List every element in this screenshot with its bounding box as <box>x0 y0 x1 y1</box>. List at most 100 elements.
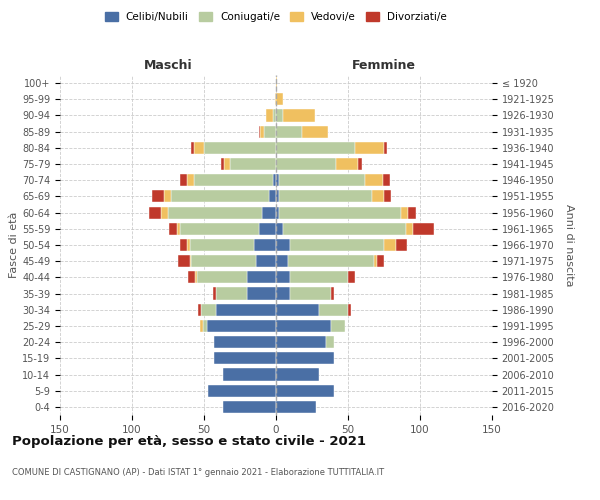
Bar <box>273 110 276 122</box>
Bar <box>254 239 276 251</box>
Bar <box>287 255 374 268</box>
Bar <box>247 272 276 283</box>
Bar <box>276 336 326 348</box>
Bar <box>290 239 384 251</box>
Bar <box>276 77 277 89</box>
Bar <box>283 222 406 235</box>
Bar <box>194 142 204 154</box>
Bar <box>269 190 276 202</box>
Bar <box>326 336 334 348</box>
Bar <box>187 239 190 251</box>
Bar <box>259 126 260 138</box>
Bar <box>161 206 168 218</box>
Bar <box>208 384 276 397</box>
Bar <box>178 255 190 268</box>
Text: COMUNE DI CASTIGNANO (AP) - Dati ISTAT 1° gennaio 2021 - Elaborazione TUTTITALIA: COMUNE DI CASTIGNANO (AP) - Dati ISTAT 1… <box>12 468 384 477</box>
Bar <box>188 272 196 283</box>
Bar <box>276 368 319 380</box>
Bar <box>190 239 254 251</box>
Bar <box>179 174 187 186</box>
Bar <box>395 239 407 251</box>
Bar <box>384 142 387 154</box>
Bar <box>259 222 276 235</box>
Bar <box>302 126 328 138</box>
Bar <box>256 255 276 268</box>
Bar <box>276 110 283 122</box>
Bar <box>221 158 224 170</box>
Bar <box>331 320 345 332</box>
Bar <box>187 174 194 186</box>
Bar <box>196 272 197 283</box>
Legend: Celibi/Nubili, Coniugati/e, Vedovi/e, Divorziati/e: Celibi/Nubili, Coniugati/e, Vedovi/e, Di… <box>101 8 451 26</box>
Bar <box>169 222 176 235</box>
Bar <box>191 255 256 268</box>
Bar <box>262 206 276 218</box>
Bar <box>276 401 316 413</box>
Bar <box>171 190 269 202</box>
Bar <box>223 368 276 380</box>
Bar <box>215 304 276 316</box>
Bar <box>149 206 161 218</box>
Bar <box>406 222 413 235</box>
Bar <box>401 206 409 218</box>
Bar <box>179 222 259 235</box>
Bar <box>207 320 276 332</box>
Bar <box>215 288 247 300</box>
Bar <box>276 93 283 106</box>
Bar <box>337 158 358 170</box>
Bar <box>319 304 348 316</box>
Bar <box>283 110 315 122</box>
Bar <box>266 110 273 122</box>
Bar <box>279 206 401 218</box>
Bar <box>331 288 334 300</box>
Bar <box>260 126 265 138</box>
Bar <box>276 126 302 138</box>
Bar <box>276 158 337 170</box>
Bar <box>198 304 201 316</box>
Bar <box>373 190 384 202</box>
Bar <box>383 174 390 186</box>
Bar <box>276 174 279 186</box>
Bar <box>224 158 230 170</box>
Bar <box>413 222 434 235</box>
Bar <box>214 352 276 364</box>
Bar <box>276 272 290 283</box>
Bar <box>194 174 273 186</box>
Bar <box>212 288 215 300</box>
Bar <box>152 190 164 202</box>
Text: Maschi: Maschi <box>143 59 193 72</box>
Bar <box>203 320 207 332</box>
Bar <box>273 174 276 186</box>
Bar <box>179 239 187 251</box>
Text: Popolazione per età, sesso e stato civile - 2021: Popolazione per età, sesso e stato civil… <box>12 435 366 448</box>
Bar <box>168 206 262 218</box>
Bar <box>384 190 391 202</box>
Bar <box>279 190 373 202</box>
Bar <box>176 222 179 235</box>
Bar <box>200 320 203 332</box>
Bar <box>190 255 191 268</box>
Bar <box>279 174 365 186</box>
Bar <box>384 239 395 251</box>
Bar <box>276 384 334 397</box>
Bar <box>276 239 290 251</box>
Bar <box>265 126 276 138</box>
Bar <box>197 272 247 283</box>
Bar <box>409 206 416 218</box>
Bar <box>276 255 287 268</box>
Bar <box>201 304 215 316</box>
Bar <box>214 336 276 348</box>
Bar <box>247 288 276 300</box>
Bar <box>374 255 377 268</box>
Bar <box>276 304 319 316</box>
Bar <box>276 352 334 364</box>
Bar <box>276 222 283 235</box>
Text: Femmine: Femmine <box>352 59 416 72</box>
Bar <box>276 320 331 332</box>
Bar <box>191 142 194 154</box>
Bar <box>365 174 383 186</box>
Bar <box>290 288 331 300</box>
Bar <box>355 142 384 154</box>
Bar <box>230 158 276 170</box>
Bar <box>348 304 351 316</box>
